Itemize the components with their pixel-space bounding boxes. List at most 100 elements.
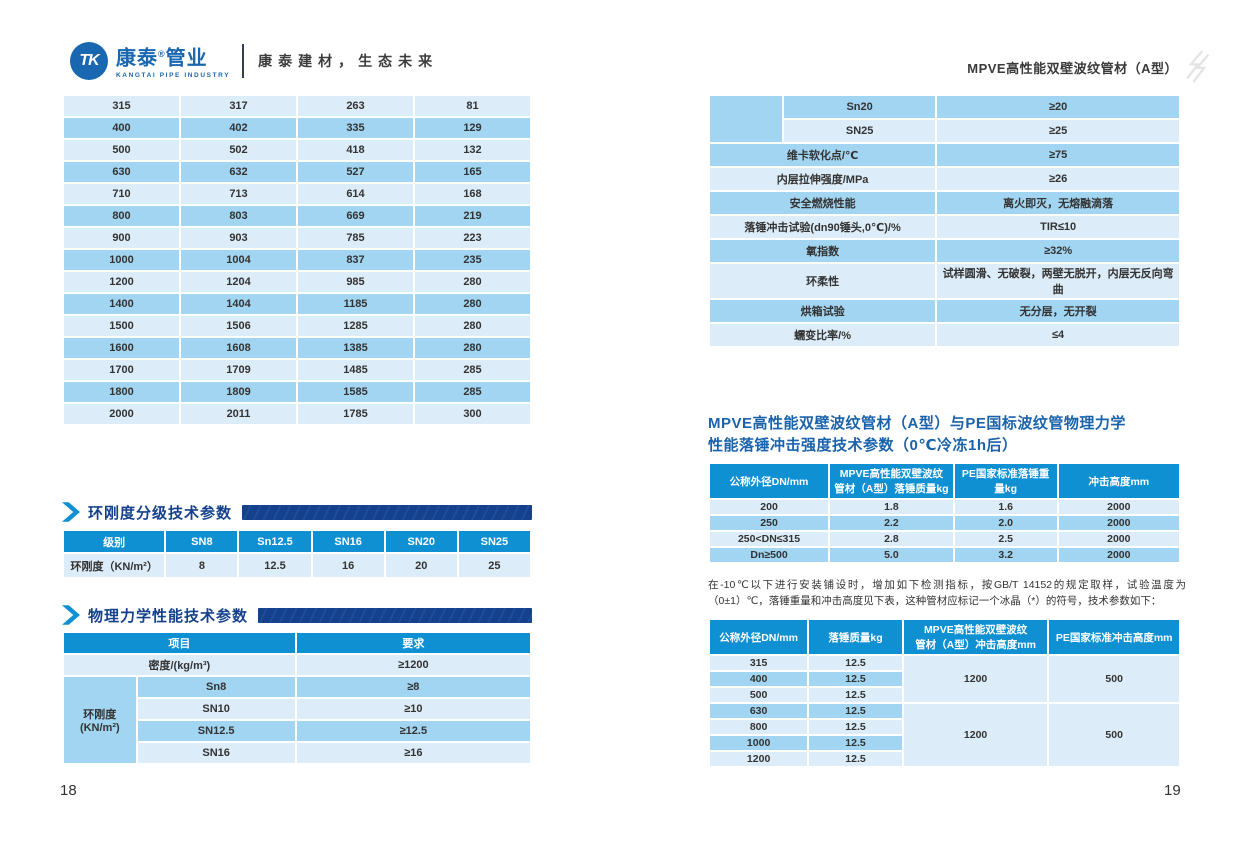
table-row: 1200 12.5 [710, 752, 1179, 766]
table-row: 维卡软化点/℃ ≥75 [710, 144, 1179, 166]
column-header: 公称外径DN/mm [710, 620, 808, 654]
table-row: 710 713 614 168 [64, 184, 530, 204]
table-cell: 285 [415, 360, 530, 380]
table-cell: 527 [298, 162, 413, 182]
table-row: 315 317 263 81 [64, 96, 530, 116]
cold-impact-table-wrap: 公称外径DN/mm 落锤质量kg MPVE高性能双壁波纹 管材（A型）冲击高度mm P… [708, 618, 1181, 768]
table-cell: 1608 [181, 338, 296, 358]
table-cell: 2011 [181, 404, 296, 424]
table-cell: 900 [64, 228, 179, 248]
ring-stiffness-table-wrap: 级别 SN8 Sn12.5 SN16 SN20 SN25 环刚度（KN/m²） 8 12.5 16… [62, 529, 532, 579]
table-row: 800 803 669 219 [64, 206, 530, 226]
table-row: 氧指数 ≥32% [710, 240, 1179, 262]
table-cell [710, 96, 783, 142]
brand-name: 康泰®管业 [116, 47, 208, 70]
table-cell: 235 [415, 250, 530, 270]
table-cell: 1200 [710, 752, 808, 766]
registered-mark: ® [158, 49, 166, 60]
physical-properties-table: 项目 要求 密度/(kg/m³) ≥1200 环刚度 (KN/m²) Sn8 ≥8 SN10 ≥… [62, 631, 532, 765]
ring-stiffness-table: 级别 SN8 Sn12.5 SN16 SN20 SN25 环刚度（KN/m²） 8 12.5 16… [62, 529, 532, 579]
table-cell: ≥32% [937, 240, 1179, 262]
table-cell: 1585 [298, 382, 413, 402]
section-title-bar [258, 607, 532, 623]
table-cell: 12.5 [809, 720, 902, 734]
table-cell: ≥25 [937, 120, 1179, 142]
table-cell: 落锤冲击试验(dn90锤头,0℃)/% [710, 216, 936, 238]
table-cell: 2000 [1058, 548, 1179, 562]
table-cell: 500 [1049, 656, 1179, 702]
table-cell: Sn20 [784, 96, 936, 118]
table-row: 250<DN≤315 2.8 2.5 2000 [710, 532, 1179, 546]
column-header: SN25 [458, 531, 530, 552]
section-header-physical: 物理力学性能技术参数 [62, 604, 532, 626]
table-cell: 263 [298, 96, 413, 116]
cold-impact-table: 公称外径DN/mm 落锤质量kg MPVE高性能双壁波纹 管材（A型）冲击高度mm P… [708, 618, 1181, 768]
table-cell: 1.6 [954, 500, 1057, 514]
table-row: 1600 1608 1385 280 [64, 338, 530, 358]
impact-strength-table-wrap: 公称外径DN/mm MPVE高性能双壁波纹 管材（A型）落锤质量kg PE国家标准落… [708, 462, 1181, 564]
table-cell: 1700 [64, 360, 179, 380]
table-cell: 12.5 [809, 704, 902, 718]
table-cell: 418 [298, 140, 413, 160]
table-cell: 12.5 [809, 672, 902, 686]
cold-test-note: 在-10℃以下进行安装铺设时，增加如下检测指标，按GB/T 14152的规定取样… [708, 579, 1186, 608]
table-cell: 烘箱试验 [710, 300, 936, 322]
table-cell: 2.8 [830, 532, 953, 546]
chevron-right-icon [62, 605, 80, 625]
table-row: 250 2.2 2.0 2000 [710, 516, 1179, 530]
brand-tagline: 康泰建材，生态未来 [258, 53, 439, 69]
table-row: SN25 ≥25 [710, 120, 1179, 142]
table-cell: 1185 [298, 294, 413, 314]
table-cell: 1000 [710, 736, 808, 750]
table-cell: 985 [298, 272, 413, 292]
column-header: 级别 [64, 531, 165, 552]
table-row: 落锤冲击试验(dn90锤头,0℃)/% TIR≤10 [710, 216, 1179, 238]
table-row: 1000 12.5 [710, 736, 1179, 750]
table-row: SN10 ≥10 [64, 699, 530, 719]
table-cell: 280 [415, 316, 530, 336]
table-cell: 785 [298, 228, 413, 248]
table-cell: 1.8 [830, 500, 953, 514]
table-row: SN16 ≥16 [64, 743, 530, 763]
table-cell: 400 [710, 672, 808, 686]
chapter-title: MPVE高性能双壁波纹管材（A型） [967, 60, 1178, 76]
column-header: Sn12.5 [239, 531, 311, 552]
table-cell: 500 [1049, 704, 1179, 766]
table-cell: 1385 [298, 338, 413, 358]
table-row: 1400 1404 1185 280 [64, 294, 530, 314]
table-header-row: 级别 SN8 Sn12.5 SN16 SN20 SN25 [64, 531, 530, 552]
table-cell: 315 [710, 656, 808, 670]
table-cell: 803 [181, 206, 296, 226]
table-row: 630 632 527 165 [64, 162, 530, 182]
brand-header: TK 康泰®管业 KANGTAI PIPE INDUSTRY 康泰建材，生态未来 [70, 42, 438, 80]
table-row: 环刚度（KN/m²） 8 12.5 16 20 25 [64, 554, 530, 577]
table-cell: 1500 [64, 316, 179, 336]
table-cell: 1485 [298, 360, 413, 380]
table-cell: 500 [64, 140, 179, 160]
physical-properties-continued-table: Sn20 ≥20 SN25 ≥25 维卡软化点/℃ ≥75 内层拉伸强度/MPa ≥26 安全燃… [708, 94, 1181, 348]
table-cell: 安全燃烧性能 [710, 192, 936, 214]
table-cell: ≥20 [937, 96, 1179, 118]
table-cell: 614 [298, 184, 413, 204]
pipe-dimensions-table: 315 317 263 81 400 402 335 129 500 502 418 132 630 63… [62, 94, 532, 426]
table-row: 315 12.5 1200 500 [710, 656, 1179, 702]
table-cell: 280 [415, 272, 530, 292]
table-cell: 2.0 [954, 516, 1057, 530]
table-cell: 1400 [64, 294, 179, 314]
table-row: 环柔性 试样圆滑、无破裂，两壁无脱开，内层无反向弯曲 [710, 264, 1179, 298]
table-row: 900 903 785 223 [64, 228, 530, 248]
table-row: 内层拉伸强度/MPa ≥26 [710, 168, 1179, 190]
table-cell: 315 [64, 96, 179, 116]
table-cell: 250<DN≤315 [710, 532, 829, 546]
table-cell: 800 [64, 206, 179, 226]
table-cell: 165 [415, 162, 530, 182]
table-row: Dn≥500 5.0 3.2 2000 [710, 548, 1179, 562]
table-cell: 环柔性 [710, 264, 936, 298]
table-row: 800 12.5 [710, 720, 1179, 734]
logo-monogram-icon: TK [70, 42, 108, 80]
table-cell: 1800 [64, 382, 179, 402]
table-cell: ≥12.5 [296, 721, 530, 741]
table-cell: 环刚度 (KN/m²) [64, 677, 136, 763]
physical-properties-continued-table-wrap: Sn20 ≥20 SN25 ≥25 维卡软化点/℃ ≥75 内层拉伸强度/MPa ≥26 安全燃… [708, 94, 1181, 348]
